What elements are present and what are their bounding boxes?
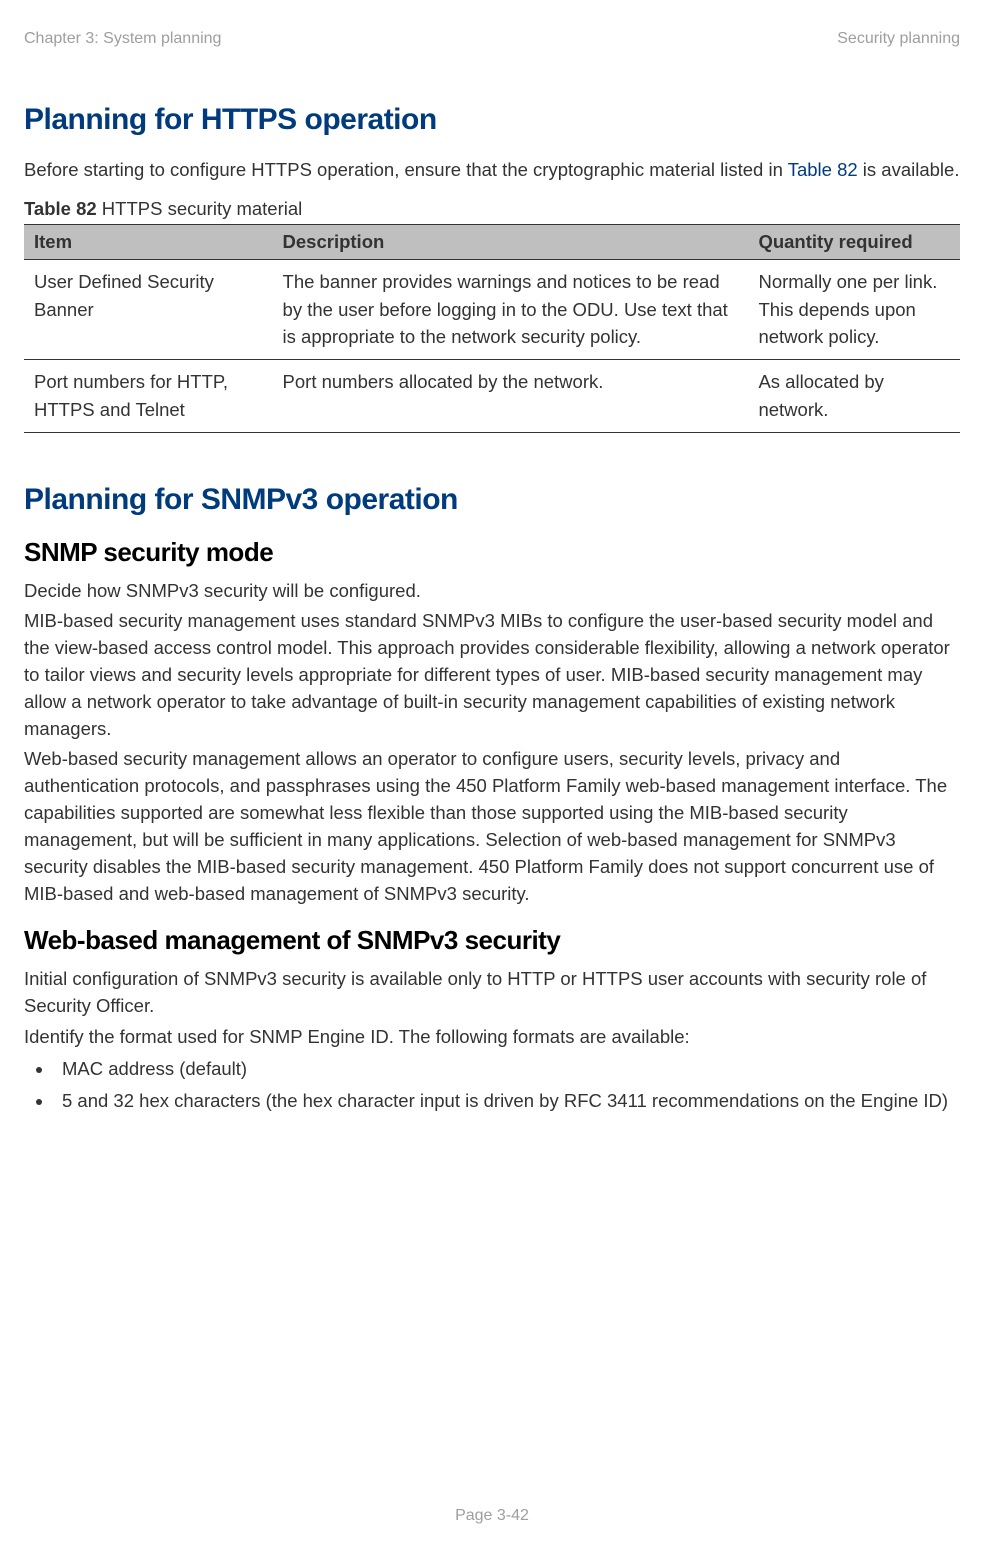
col-description: Description [273,224,749,259]
heading-snmpv3: Planning for SNMPv3 operation [24,483,960,517]
heading-https: Planning for HTTPS operation [24,103,960,137]
intro-text-1: Before starting to configure HTTPS opera… [24,159,788,180]
cell-item: User Defined Security Banner [24,259,273,359]
list-item: MAC address (default) [54,1055,960,1083]
cell-qty: Normally one per link. This depends upon… [748,259,960,359]
table-header-row: Item Description Quantity required [24,224,960,259]
intro-paragraph: Before starting to configure HTTPS opera… [24,157,960,184]
bullet-list: MAC address (default) 5 and 32 hex chara… [24,1055,960,1115]
page-header: Chapter 3: System planning Security plan… [24,30,960,48]
intro-text-2: is available. [858,159,960,180]
https-material-table: Item Description Quantity required User … [24,224,960,433]
col-qty: Quantity required [748,224,960,259]
paragraph: MIB-based security management uses stand… [24,608,960,742]
cell-description: The banner provides warnings and notices… [273,259,749,359]
paragraph: Initial configuration of SNMPv3 security… [24,966,960,1020]
table-caption: Table 82 HTTPS security material [24,198,960,220]
header-right: Security planning [837,30,960,48]
table-link[interactable]: Table 82 [788,159,858,180]
section-snmpv3: Planning for SNMPv3 operation SNMP secur… [24,483,960,1115]
page-footer: Page 3-42 [0,1507,984,1525]
paragraph: Identify the format used for SNMP Engine… [24,1024,960,1051]
table-caption-bold: Table 82 [24,198,97,219]
paragraph: Decide how SNMPv3 security will be confi… [24,578,960,605]
heading-snmp-security-mode: SNMP security mode [24,537,960,568]
col-item: Item [24,224,273,259]
table-caption-text: HTTPS security material [97,198,303,219]
header-left: Chapter 3: System planning [24,30,221,48]
paragraph: Web-based security management allows an … [24,746,960,907]
cell-item: Port numbers for HTTP, HTTPS and Telnet [24,360,273,433]
table-row: User Defined Security Banner The banner … [24,259,960,359]
cell-qty: As allocated by network. [748,360,960,433]
cell-description: Port numbers allocated by the network. [273,360,749,433]
table-row: Port numbers for HTTP, HTTPS and Telnet … [24,360,960,433]
heading-web-based-mgmt: Web-based management of SNMPv3 security [24,925,960,956]
list-item: 5 and 32 hex characters (the hex charact… [54,1087,960,1115]
section-https: Planning for HTTPS operation Before star… [24,103,960,433]
